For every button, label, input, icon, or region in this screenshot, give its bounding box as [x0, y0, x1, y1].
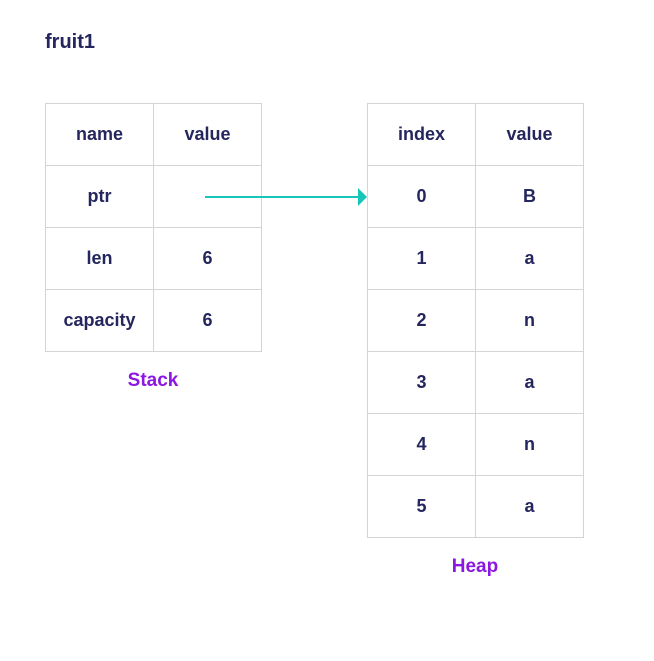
table-cell: B	[476, 166, 584, 228]
heap-table: indexvalue0B1a2n3a4n5a	[367, 103, 584, 538]
table-cell: n	[476, 414, 584, 476]
table-cell: len	[46, 228, 154, 290]
table-cell: 3	[368, 352, 476, 414]
heap-caption: Heap	[367, 556, 583, 578]
table-cell: n	[476, 290, 584, 352]
table-row: 5a	[368, 476, 584, 538]
table-cell: 5	[368, 476, 476, 538]
table-cell: 2	[368, 290, 476, 352]
table-cell: a	[476, 352, 584, 414]
table-cell: 0	[368, 166, 476, 228]
pointer-arrow-line	[205, 196, 358, 198]
col-header: value	[476, 104, 584, 166]
table-cell: 6	[154, 228, 262, 290]
pointer-arrow-head	[358, 188, 367, 206]
table-row: len6	[46, 228, 262, 290]
table-cell: a	[476, 476, 584, 538]
table-row: 3a	[368, 352, 584, 414]
table-row: 0B	[368, 166, 584, 228]
stack-caption: Stack	[45, 370, 261, 392]
table-cell: 4	[368, 414, 476, 476]
table-cell: 1	[368, 228, 476, 290]
table-row: 2n	[368, 290, 584, 352]
variable-label: fruit1	[45, 31, 95, 54]
table-cell: a	[476, 228, 584, 290]
stack-table: namevalueptrlen6capacity6	[45, 103, 262, 352]
table-cell: 6	[154, 290, 262, 352]
table-row: 4n	[368, 414, 584, 476]
table-row: 1a	[368, 228, 584, 290]
col-header: value	[154, 104, 262, 166]
table-cell: capacity	[46, 290, 154, 352]
col-header: name	[46, 104, 154, 166]
table-row: capacity6	[46, 290, 262, 352]
col-header: index	[368, 104, 476, 166]
table-cell: ptr	[46, 166, 154, 228]
